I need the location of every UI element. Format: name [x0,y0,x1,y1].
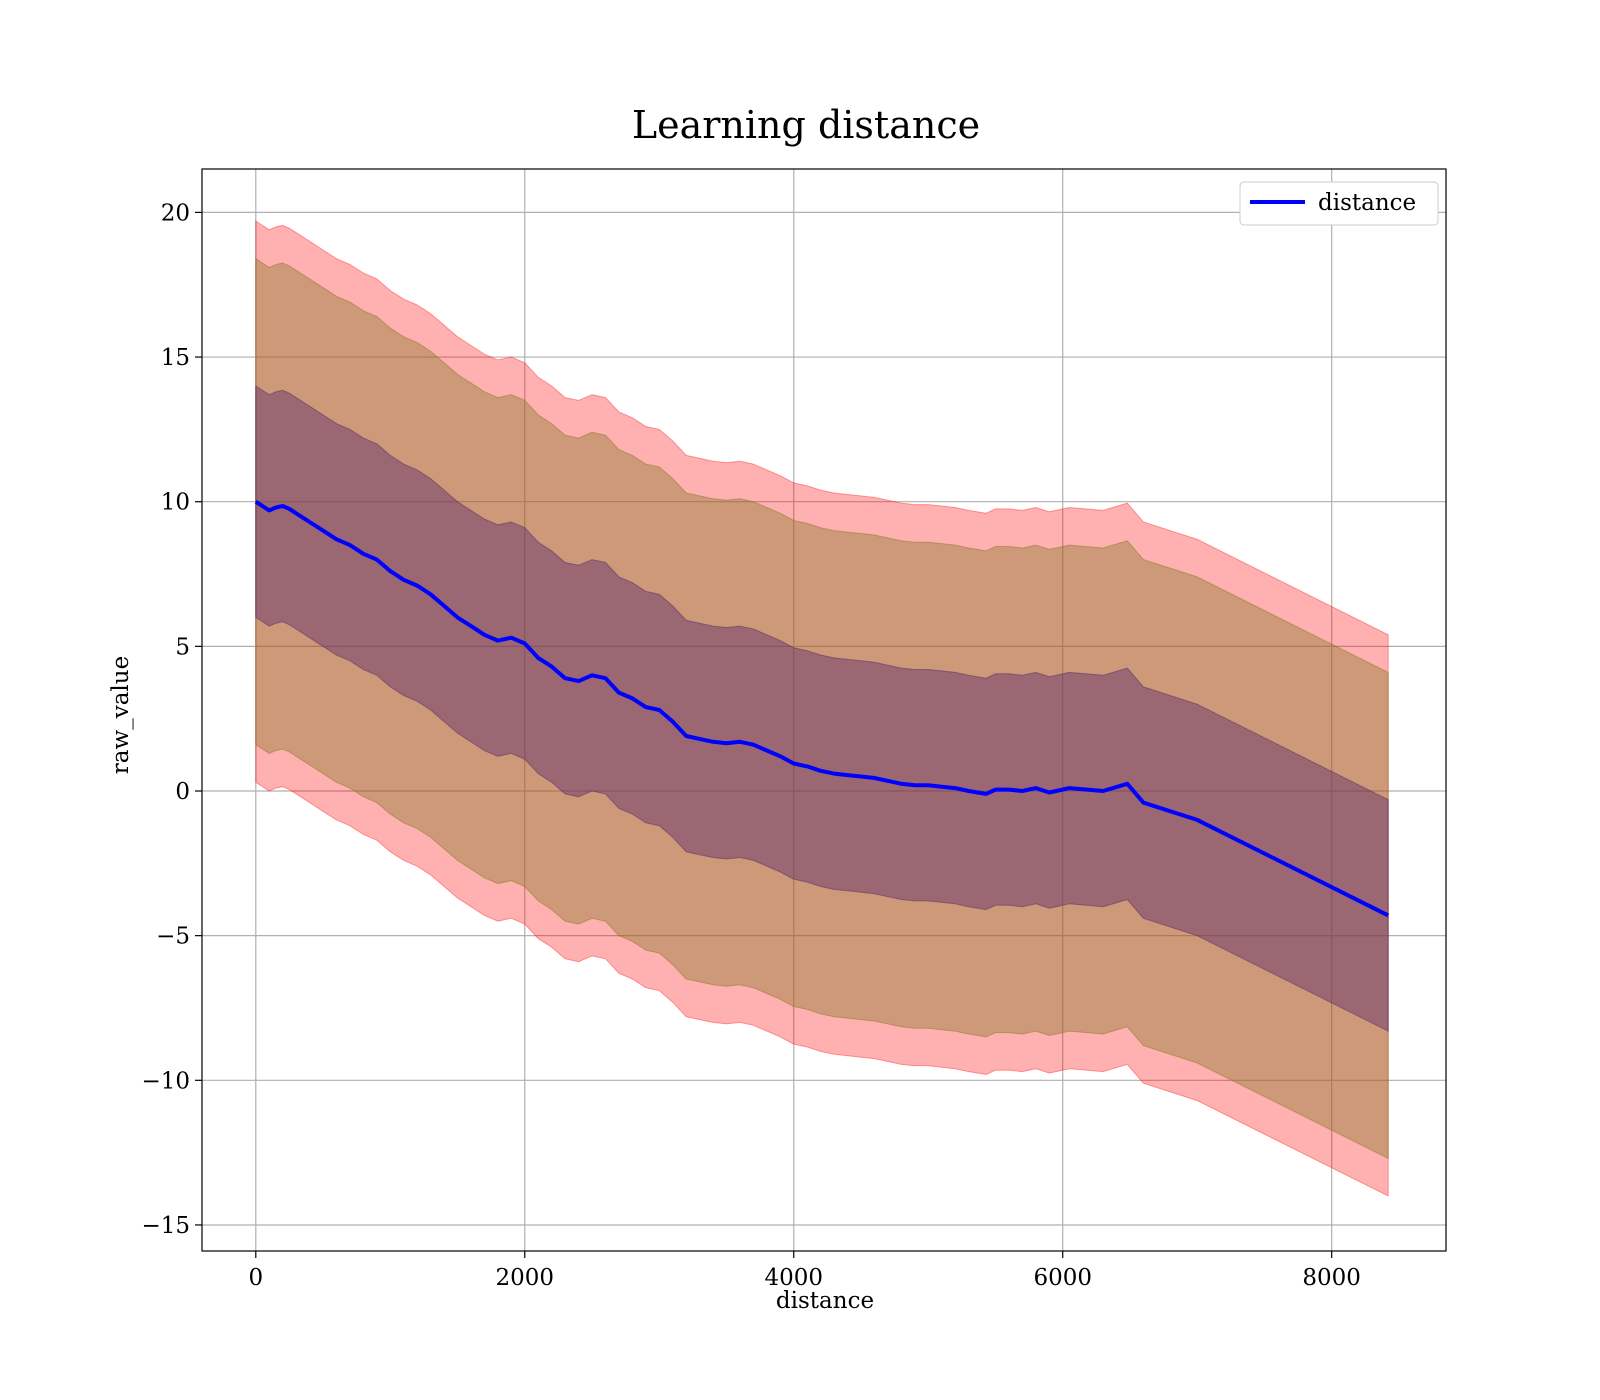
y-tick-label: 20 [161,200,190,226]
series-line-distance [254,500,1390,918]
y-tick-label: 10 [161,490,190,516]
y-tick-label: 0 [175,779,190,805]
chart-title: Learning distance [632,103,980,147]
y-tick-label: −15 [141,1213,190,1239]
legend-box [1239,181,1439,226]
y-tick-label: −5 [156,924,190,950]
y-tick-label: −10 [141,1068,190,1094]
band-layer [255,220,1389,1197]
band-inner [255,385,1389,1032]
x-tick-label: 6000 [1033,1265,1092,1291]
x-tick-label: 0 [248,1265,263,1291]
x-axis-label: distance [776,1288,874,1314]
band-middle [255,257,1389,1160]
x-tick-label: 4000 [764,1265,823,1291]
x-tick-label: 2000 [495,1265,554,1291]
plot-frame [201,168,1447,1252]
y-axis-label: raw_value [108,656,134,774]
y-tick-label: 15 [161,345,190,371]
y-tick-label: 5 [175,634,190,660]
x-tick-label: 8000 [1302,1265,1361,1291]
legend-label-distance: distance [1318,190,1416,216]
y-ticks: −15 −10 −5 0 5 10 15 20 [141,200,202,1239]
legend: distance [1239,181,1439,226]
x-ticks: 0 2000 4000 6000 8000 [248,1251,1361,1291]
grid-lines [202,169,1446,1251]
band-outer [255,220,1389,1197]
